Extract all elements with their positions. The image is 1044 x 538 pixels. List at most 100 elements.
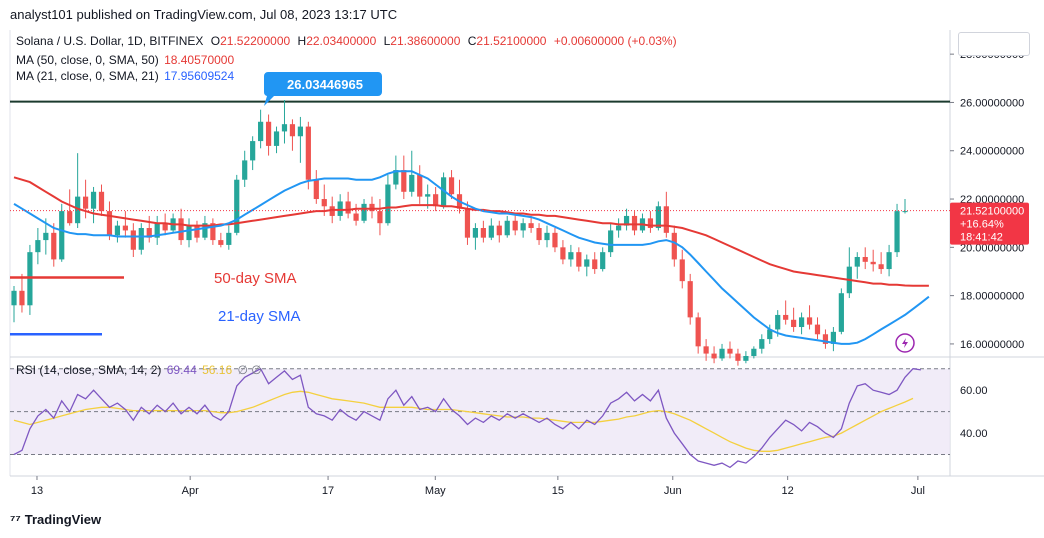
candle-body	[43, 232, 49, 241]
candle-body	[806, 317, 813, 325]
ma50-label: MA (50, close, 0, SMA, 50)	[16, 53, 159, 67]
rsi-tick-label: 40.00	[960, 428, 988, 440]
candle-body	[822, 334, 829, 344]
ma21-value: 17.95609524	[164, 69, 235, 83]
candle-body	[234, 179, 240, 233]
candle-body	[631, 215, 638, 231]
candle-body	[321, 199, 327, 207]
candle-body	[488, 225, 494, 238]
candle-body	[401, 170, 407, 192]
candle-body	[369, 203, 375, 212]
candle-body	[67, 211, 73, 224]
tradingview-logo-icon: ⁷⁷	[10, 512, 21, 527]
candle-body	[464, 208, 471, 238]
candle-body	[767, 329, 773, 340]
candle-body	[130, 230, 136, 250]
publish-info: analyst101 published on TradingView.com,…	[10, 7, 398, 22]
candle-body	[122, 225, 128, 231]
ma21-legend[interactable]: MA (21, close, 0, SMA, 21) 17.95609524	[16, 69, 234, 83]
candle-body	[313, 179, 319, 200]
candle-body	[552, 232, 558, 248]
tradingview-footer[interactable]: ⁷⁷ TradingView	[10, 512, 101, 527]
publish-header: analyst101 published on TradingView.com,…	[0, 0, 1044, 30]
candle-body	[409, 174, 415, 192]
y-tick-label: 18.00000000	[960, 291, 1024, 303]
x-tick-label: 12	[782, 485, 794, 497]
candle-body	[791, 319, 797, 328]
candle-body	[146, 228, 152, 238]
ma50-legend[interactable]: MA (50, close, 0, SMA, 50) 18.40570000	[16, 53, 234, 67]
candle-body	[798, 317, 805, 328]
candle-body	[289, 124, 296, 137]
candle-body	[345, 201, 351, 214]
candle-body	[528, 223, 534, 229]
candle-body	[433, 194, 439, 207]
candle-body	[178, 218, 184, 241]
candle-body	[512, 220, 518, 231]
candle-body	[82, 196, 89, 209]
candle-body	[600, 252, 606, 270]
ma50-line	[13, 176, 929, 287]
candle-body	[59, 211, 65, 260]
candle-body	[202, 223, 208, 238]
x-tick-label: 15	[552, 485, 564, 497]
y-tick-label: 24.00000000	[960, 146, 1024, 158]
rsi-label: RSI (14, close, SMA, 14, 2)	[16, 363, 162, 377]
open-value: 21.52200000	[220, 34, 291, 48]
candle-body	[616, 225, 622, 231]
brand-name: TradingView	[24, 512, 102, 527]
candle-body	[361, 203, 367, 221]
candle-body	[679, 259, 685, 282]
candle-body	[218, 240, 224, 245]
candle-body	[647, 218, 654, 229]
candle-body	[703, 346, 709, 354]
candle-body	[862, 256, 868, 262]
candle-body	[830, 331, 837, 344]
toolbar-box[interactable]	[958, 32, 1030, 56]
candle-body	[19, 290, 25, 306]
candle-body	[273, 131, 280, 146]
ma21-label: MA (21, close, 0, SMA, 21)	[16, 69, 159, 83]
x-tick-label: 17	[322, 485, 334, 497]
candle-body	[870, 261, 876, 265]
candle-body	[75, 196, 81, 224]
candle-body	[35, 240, 41, 253]
candle-body	[250, 141, 256, 161]
candle-body	[759, 339, 765, 349]
rsi-sma-value: 56.16	[202, 363, 233, 377]
candle-body	[297, 126, 303, 137]
candle-body	[210, 223, 216, 241]
candle-body	[337, 201, 343, 216]
candle-body	[576, 252, 582, 267]
candle-body	[735, 353, 741, 361]
candle-body	[671, 232, 677, 260]
y-tick-label: 26.00000000	[960, 97, 1024, 109]
candle-body	[385, 184, 391, 224]
candle-body	[520, 223, 526, 231]
candle-body	[568, 252, 574, 260]
rsi-legend[interactable]: RSI (14, close, SMA, 14, 2) 69.44 56.16 …	[16, 363, 262, 377]
resistance-callout	[263, 72, 382, 106]
price-tag	[950, 202, 1029, 245]
candle-body	[560, 247, 566, 260]
ma50-value: 18.40570000	[164, 53, 235, 67]
candle-body	[584, 259, 590, 267]
rsi-value: 69.44	[166, 363, 197, 377]
candle-body	[695, 317, 701, 347]
candle-body	[281, 124, 288, 132]
candle-body	[186, 225, 192, 241]
candle-body	[258, 121, 264, 142]
ma50-annotation-label: 50-day SMA	[214, 270, 297, 287]
symbol-name[interactable]: Solana / U.S. Dollar, 1D, BITFINEX	[16, 34, 204, 48]
candle-body	[425, 194, 431, 197]
low-value: 21.38600000	[390, 34, 461, 48]
candle-body	[711, 353, 717, 359]
y-tick-label: 16.00000000	[960, 339, 1024, 351]
x-tick-label: Jun	[664, 485, 682, 497]
candle-body	[536, 228, 542, 241]
candle-body	[417, 174, 423, 197]
x-tick-label: 13	[31, 485, 43, 497]
candle-body	[854, 256, 860, 267]
close-value: 21.52100000	[476, 34, 547, 48]
